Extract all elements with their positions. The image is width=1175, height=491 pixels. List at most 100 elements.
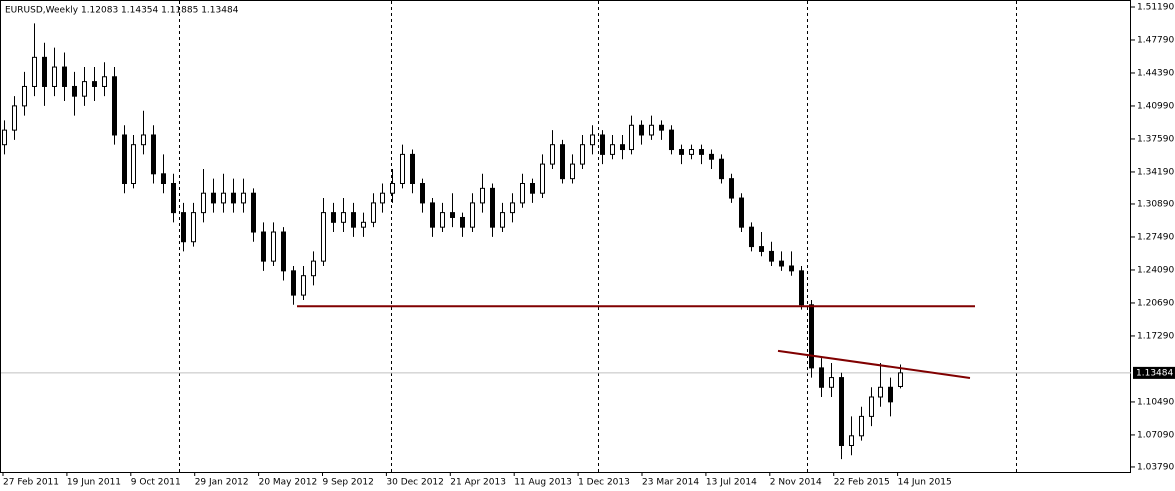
current-price-box <box>1133 366 1175 379</box>
x-tick-label: 9 Oct 2011 <box>131 478 181 488</box>
candle-body <box>460 216 465 228</box>
candle-body <box>510 202 515 214</box>
candle-body <box>291 270 296 296</box>
candle-body <box>390 183 395 194</box>
y-tick-label: 1.34190 <box>1137 167 1174 177</box>
x-tick-label: 30 Dec 2012 <box>386 478 444 488</box>
x-tick-label: 19 Jun 2011 <box>67 478 121 488</box>
x-tick-label: 23 Mar 2014 <box>642 478 699 488</box>
y-tick-label: 1.24090 <box>1137 265 1174 275</box>
candle-body <box>102 76 107 87</box>
y-tick-label: 1.40990 <box>1137 101 1174 111</box>
candle-body <box>301 275 306 296</box>
candle-body <box>341 212 346 223</box>
x-tick-label: 20 May 2012 <box>259 478 318 488</box>
candle-body <box>112 76 117 136</box>
candle-body <box>799 270 804 306</box>
candle-body <box>849 435 854 447</box>
x-tick-label: 21 Apr 2013 <box>450 478 506 488</box>
candle-body <box>819 367 824 388</box>
chart-title: EURUSD,Weekly 1.12083 1.14354 1.11885 1.… <box>5 6 239 16</box>
y-tick-label: 1.20690 <box>1137 298 1174 308</box>
trendline <box>777 349 971 379</box>
candle-body <box>450 212 455 218</box>
candle-body <box>729 178 734 199</box>
x-tick-label: 14 Jun 2015 <box>898 478 952 488</box>
plot-frame <box>0 0 1131 473</box>
candle-body <box>490 187 495 228</box>
candle-body <box>161 173 166 185</box>
x-tick-label: 9 Sep 2012 <box>323 478 374 488</box>
candle-body <box>649 124 654 136</box>
candle-body <box>361 221 366 228</box>
candle-body <box>878 386 883 398</box>
x-tick-label: 11 Aug 2013 <box>514 478 572 488</box>
candle-body <box>151 134 156 175</box>
candle-body <box>809 304 814 369</box>
y-tick-label: 1.07090 <box>1137 430 1174 440</box>
candle-body <box>331 212 336 223</box>
candle-body <box>141 134 146 146</box>
candle-body <box>311 260 316 277</box>
candle-body <box>888 386 893 403</box>
y-tick-label: 1.27490 <box>1137 232 1174 242</box>
candle-body <box>610 144 615 155</box>
candle-body <box>430 202 435 228</box>
candle-body <box>191 212 196 243</box>
candle-body <box>859 415 864 437</box>
candle-body <box>32 56 37 87</box>
candle-body <box>271 231 276 262</box>
candle-body <box>659 124 664 131</box>
candle-body <box>839 377 844 447</box>
y-tick-label: 1.47790 <box>1137 35 1174 45</box>
candle-body <box>530 183 535 194</box>
x-tick-label: 2 Nov 2014 <box>770 478 822 488</box>
candle-body <box>131 144 136 185</box>
candle-body <box>540 163 545 194</box>
candle-body <box>12 105 17 131</box>
x-tick-label: 13 Jul 2014 <box>706 478 757 488</box>
candle-body <box>898 372 903 387</box>
candle-body <box>699 149 704 155</box>
candle-body <box>689 149 694 155</box>
candle-body <box>580 144 585 165</box>
candle-body <box>261 231 266 262</box>
candle-body <box>560 144 565 180</box>
candle-body <box>440 212 445 228</box>
candle-body <box>371 202 376 223</box>
candle-body <box>620 144 625 151</box>
candle-body <box>869 396 874 417</box>
current-price-label: 1.13484 <box>1136 368 1173 378</box>
x-tick-label: 29 Jan 2012 <box>195 478 249 488</box>
candle-body <box>380 192 385 204</box>
candle-body <box>171 183 176 214</box>
candle-body <box>749 226 754 248</box>
candle-body <box>550 144 555 165</box>
candle-body <box>241 192 246 204</box>
y-tick-label: 1.10490 <box>1137 397 1174 407</box>
y-tick-label: 1.03790 <box>1137 462 1174 472</box>
x-tick-label: 27 Feb 2011 <box>3 478 59 488</box>
candle-body <box>480 187 485 204</box>
candle-body <box>500 212 505 228</box>
candle-body <box>590 134 595 146</box>
candle-body <box>221 192 226 204</box>
candle-body <box>201 192 206 214</box>
candle-body <box>62 66 67 87</box>
candle-body <box>629 124 634 151</box>
candle-body <box>600 134 605 155</box>
candle-body <box>779 260 784 267</box>
candle-body <box>321 212 326 262</box>
candle-body <box>22 85 27 107</box>
candle-body <box>470 202 475 228</box>
candle-body <box>719 158 724 180</box>
candle-body <box>520 183 525 204</box>
candle-body <box>829 377 834 388</box>
candle-body <box>52 66 57 87</box>
candle-body <box>351 212 356 228</box>
candle-body <box>2 129 7 146</box>
candle-body <box>420 183 425 204</box>
candle-body <box>122 134 127 185</box>
candle-body <box>789 265 794 272</box>
